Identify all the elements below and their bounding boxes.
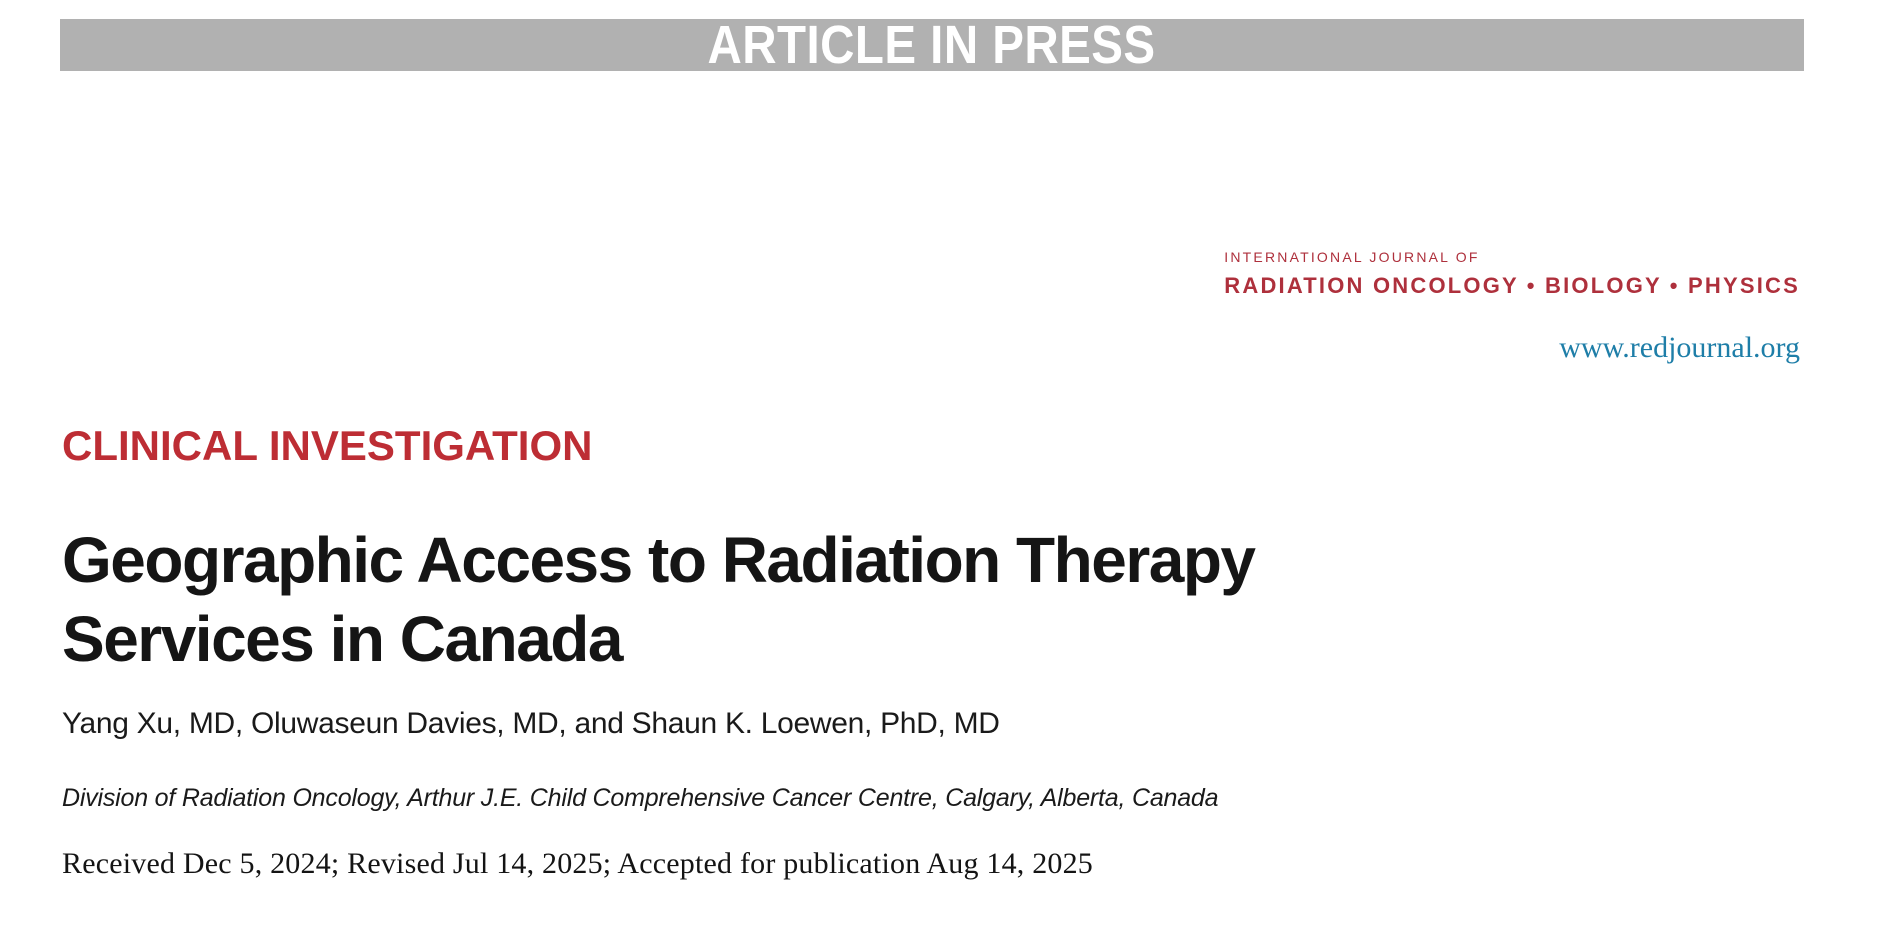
author-affiliation: Division of Radiation Oncology, Arthur J… bbox=[62, 784, 1219, 812]
article-title-line-2: Services in Canada bbox=[62, 603, 623, 675]
article-title-line-1: Geographic Access to Radiation Therapy bbox=[62, 524, 1256, 596]
journal-website-link[interactable]: www.redjournal.org bbox=[1559, 331, 1800, 364]
journal-masthead: INTERNATIONAL JOURNAL OF RADIATION ONCOL… bbox=[1224, 249, 1800, 298]
article-in-press-banner: ARTICLE IN PRESS bbox=[60, 15, 1804, 75]
journal-title: RADIATION ONCOLOGY • BIOLOGY • PHYSICS bbox=[1224, 273, 1800, 298]
publication-history: Received Dec 5, 2024; Revised Jul 14, 20… bbox=[62, 847, 1093, 880]
article-in-press-label: ARTICLE IN PRESS bbox=[708, 15, 1156, 75]
section-heading: CLINICAL INVESTIGATION bbox=[62, 422, 593, 469]
author-list: Yang Xu, MD, Oluwaseun Davies, MD, and S… bbox=[62, 707, 1000, 740]
article-title: Geographic Access to Radiation Therapy S… bbox=[62, 521, 1256, 679]
journal-super-title: INTERNATIONAL JOURNAL OF bbox=[1224, 249, 1480, 265]
